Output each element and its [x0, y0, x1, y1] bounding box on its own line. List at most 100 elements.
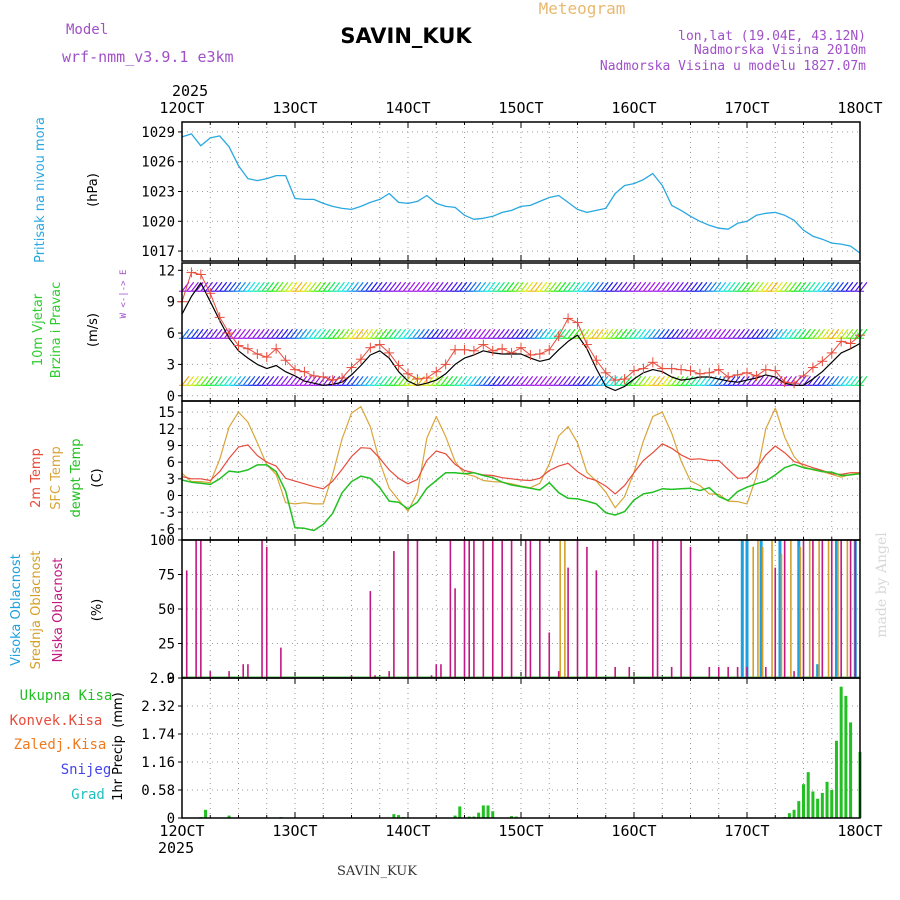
wind-compass: W <-|-> E: [119, 270, 129, 319]
wind-barb: [722, 328, 731, 339]
wind-barb: [647, 328, 656, 339]
wind-barb: [398, 281, 407, 292]
precip-bar: [820, 792, 824, 818]
wind-barb: [534, 281, 543, 292]
wind-barb: [299, 281, 308, 292]
wind-barb: [308, 375, 317, 386]
wind-barb: [214, 281, 223, 292]
panel-pressure: 1017 1020 1023 1026 1029: [141, 122, 861, 261]
wind-barb: [294, 328, 303, 339]
wind-barb: [718, 328, 727, 339]
wind-barb: [591, 375, 600, 386]
wind-barb: [624, 328, 633, 339]
time-tick-bottom: 17OCT: [724, 822, 769, 840]
wind-barb: [266, 328, 275, 339]
wind-barb: [435, 328, 444, 339]
wind-barb: [379, 281, 388, 292]
time-tick-bottom: 13OCT: [272, 822, 317, 840]
wind-barb: [539, 281, 548, 292]
wind-barb: [468, 328, 477, 339]
panel-precipitation: 0 0.58 1.16 1.74 2.32 2.9: [141, 671, 862, 827]
wind-barb: [445, 281, 454, 292]
wind-barb: [619, 328, 628, 339]
wind-barb: [388, 281, 397, 292]
wind-barb: [609, 281, 618, 292]
wind-barb: [289, 281, 298, 292]
wind-barb: [727, 375, 736, 386]
wind-barb: [223, 375, 232, 386]
wind-barb: [242, 375, 251, 386]
precip-bar: [481, 805, 485, 818]
wind-barb: [280, 375, 289, 386]
wind-barb: [492, 375, 501, 386]
wind-barb: [431, 328, 440, 339]
y-tick-label: 1.16: [141, 755, 175, 771]
wind-speed-line: [181, 282, 861, 392]
wind-barb: [252, 328, 261, 339]
wind-barb: [487, 281, 496, 292]
wind-barb: [209, 328, 218, 339]
wind-barb: [515, 375, 524, 386]
wind-barb: [609, 375, 618, 386]
wind-barb: [553, 281, 562, 292]
y-tick-label: 1.74: [141, 727, 175, 743]
wind-barb: [737, 281, 746, 292]
wind-barb: [558, 281, 567, 292]
wind-barb: [699, 375, 708, 386]
wind-barb: [369, 328, 378, 339]
wind-barb: [567, 328, 576, 339]
wind-barb: [760, 281, 769, 292]
wind-barb: [798, 328, 807, 339]
wind-barb: [313, 328, 322, 339]
pressure-line: [181, 133, 861, 254]
wind-barb: [699, 328, 708, 339]
wind-barb: [751, 281, 760, 292]
wind-barb: [459, 328, 468, 339]
panel-wind: 0 3 6 9 12: [158, 263, 868, 405]
wind-barb: [638, 328, 647, 339]
wind-barb: [275, 281, 284, 292]
wind-barb: [675, 328, 684, 339]
wind-barb: [285, 375, 294, 386]
coords-label: lon,lat (19.04E, 43.12N): [678, 29, 866, 44]
wind-barb: [840, 375, 849, 386]
wind-barb: [652, 281, 661, 292]
precip-bar: [392, 814, 396, 818]
legend-snow: Snijeg: [61, 762, 112, 778]
wind-barb: [464, 281, 472, 292]
wind-barb: [704, 281, 713, 292]
wind-barb: [332, 281, 341, 292]
wind-barb: [755, 375, 764, 386]
wind-barb: [369, 375, 378, 386]
wind-barb: [214, 375, 223, 386]
wind-barb: [638, 375, 647, 386]
wind-barb: [200, 328, 209, 339]
wind-barb: [774, 328, 783, 339]
wind-barb: [831, 328, 840, 339]
legend-freezing: Zaledj.Kisa: [14, 737, 107, 753]
wind-barb: [544, 281, 553, 292]
wind-barb: [440, 281, 449, 292]
precip-bar: [453, 815, 457, 818]
y-tick-label: 15: [158, 405, 175, 421]
wind-barb: [647, 375, 656, 386]
precip-bar: [792, 809, 796, 818]
wind-barb: [807, 281, 816, 292]
wind-barb: [294, 281, 303, 292]
wind-barb: [722, 281, 731, 292]
wind-barb: [529, 281, 538, 292]
wind-barb: [675, 375, 684, 386]
wind-barb: [195, 281, 204, 292]
wind-barb: [280, 281, 289, 292]
wind-barb: [741, 328, 750, 339]
wind-barb: [209, 281, 218, 292]
cloud-high-title: Visoka Oblacnost: [9, 554, 24, 666]
wind-barb: [544, 328, 553, 339]
wind-barb: [548, 375, 557, 386]
wind-barb: [256, 375, 265, 386]
panel-frame: [181, 121, 861, 262]
wind-barb: [407, 375, 416, 386]
y-tick-label: 2.32: [141, 699, 175, 715]
wind-barb: [647, 281, 656, 292]
wind-barb: [642, 375, 651, 386]
